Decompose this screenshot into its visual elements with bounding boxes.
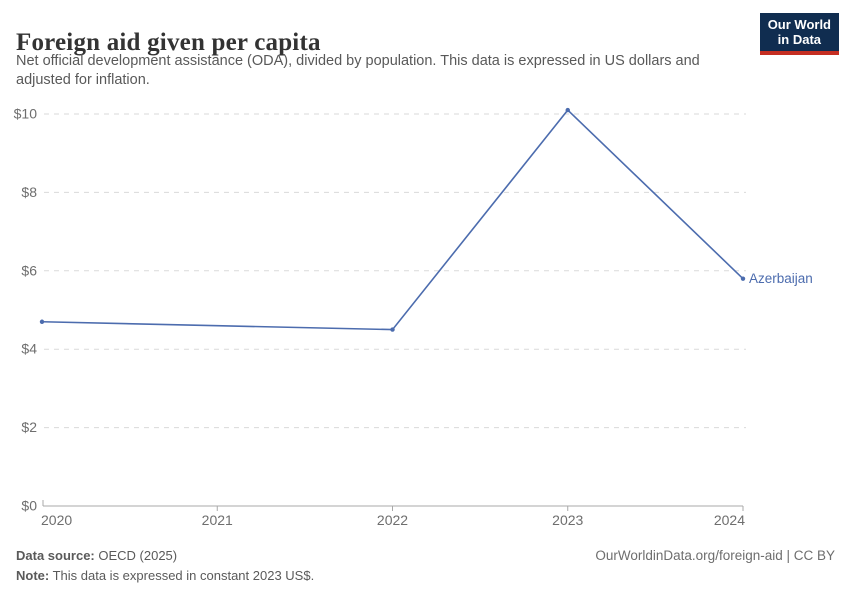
data-point: [390, 327, 395, 332]
page-title: Foreign aid given per capita: [16, 28, 321, 56]
footer-credit: OurWorldinData.org/foreign-aid | CC BY: [595, 548, 835, 563]
x-tick-label: 2022: [377, 512, 408, 528]
x-tick-label: 2023: [552, 512, 583, 528]
y-tick-label: $8: [21, 184, 37, 200]
series-end-label: Azerbaijan: [749, 271, 813, 286]
owid-logo-line2: in Data: [777, 32, 822, 48]
note-value: This data is expressed in constant 2023 …: [49, 568, 315, 583]
owid-logo-line1: Our World: [767, 17, 831, 32]
y-tick-label: $10: [14, 106, 38, 122]
data-source-label: Data source:: [16, 548, 95, 563]
footer-source-note: Data source: OECD (2025) Note: This data…: [16, 546, 314, 586]
y-tick-label: $2: [21, 419, 37, 435]
chart-subtitle: Net official development assistance (ODA…: [16, 53, 700, 89]
data-point: [740, 276, 746, 281]
note-line: Note: This data is expressed in constant…: [16, 566, 314, 586]
y-tick-label: $0: [21, 498, 37, 514]
y-tick-label: $4: [21, 341, 37, 357]
note-label: Note:: [16, 568, 50, 583]
series-line-azerbaijan: [41, 108, 744, 331]
line-chart: $0 $2 $4 $6 $8 $10 2020 2021 2022 2023 2024 Azerbai…: [0, 95, 850, 545]
owid-logo: Our World in Data: [759, 13, 839, 55]
data-source-line: Data source: OECD (2025): [16, 546, 314, 566]
data-source-value: OECD (2025): [94, 548, 178, 563]
x-tick-label: 2020: [41, 512, 72, 528]
x-tick-label: 2021: [202, 512, 233, 528]
x-tick-label: 2024: [714, 512, 745, 528]
y-tick-label: $6: [21, 262, 37, 278]
data-point: [565, 107, 570, 113]
chart-canvas: $0 $2 $4 $6 $8 $10 2020 2021 2022 2023 2024 Azerbai…: [14, 106, 813, 529]
data-point: [39, 319, 45, 324]
